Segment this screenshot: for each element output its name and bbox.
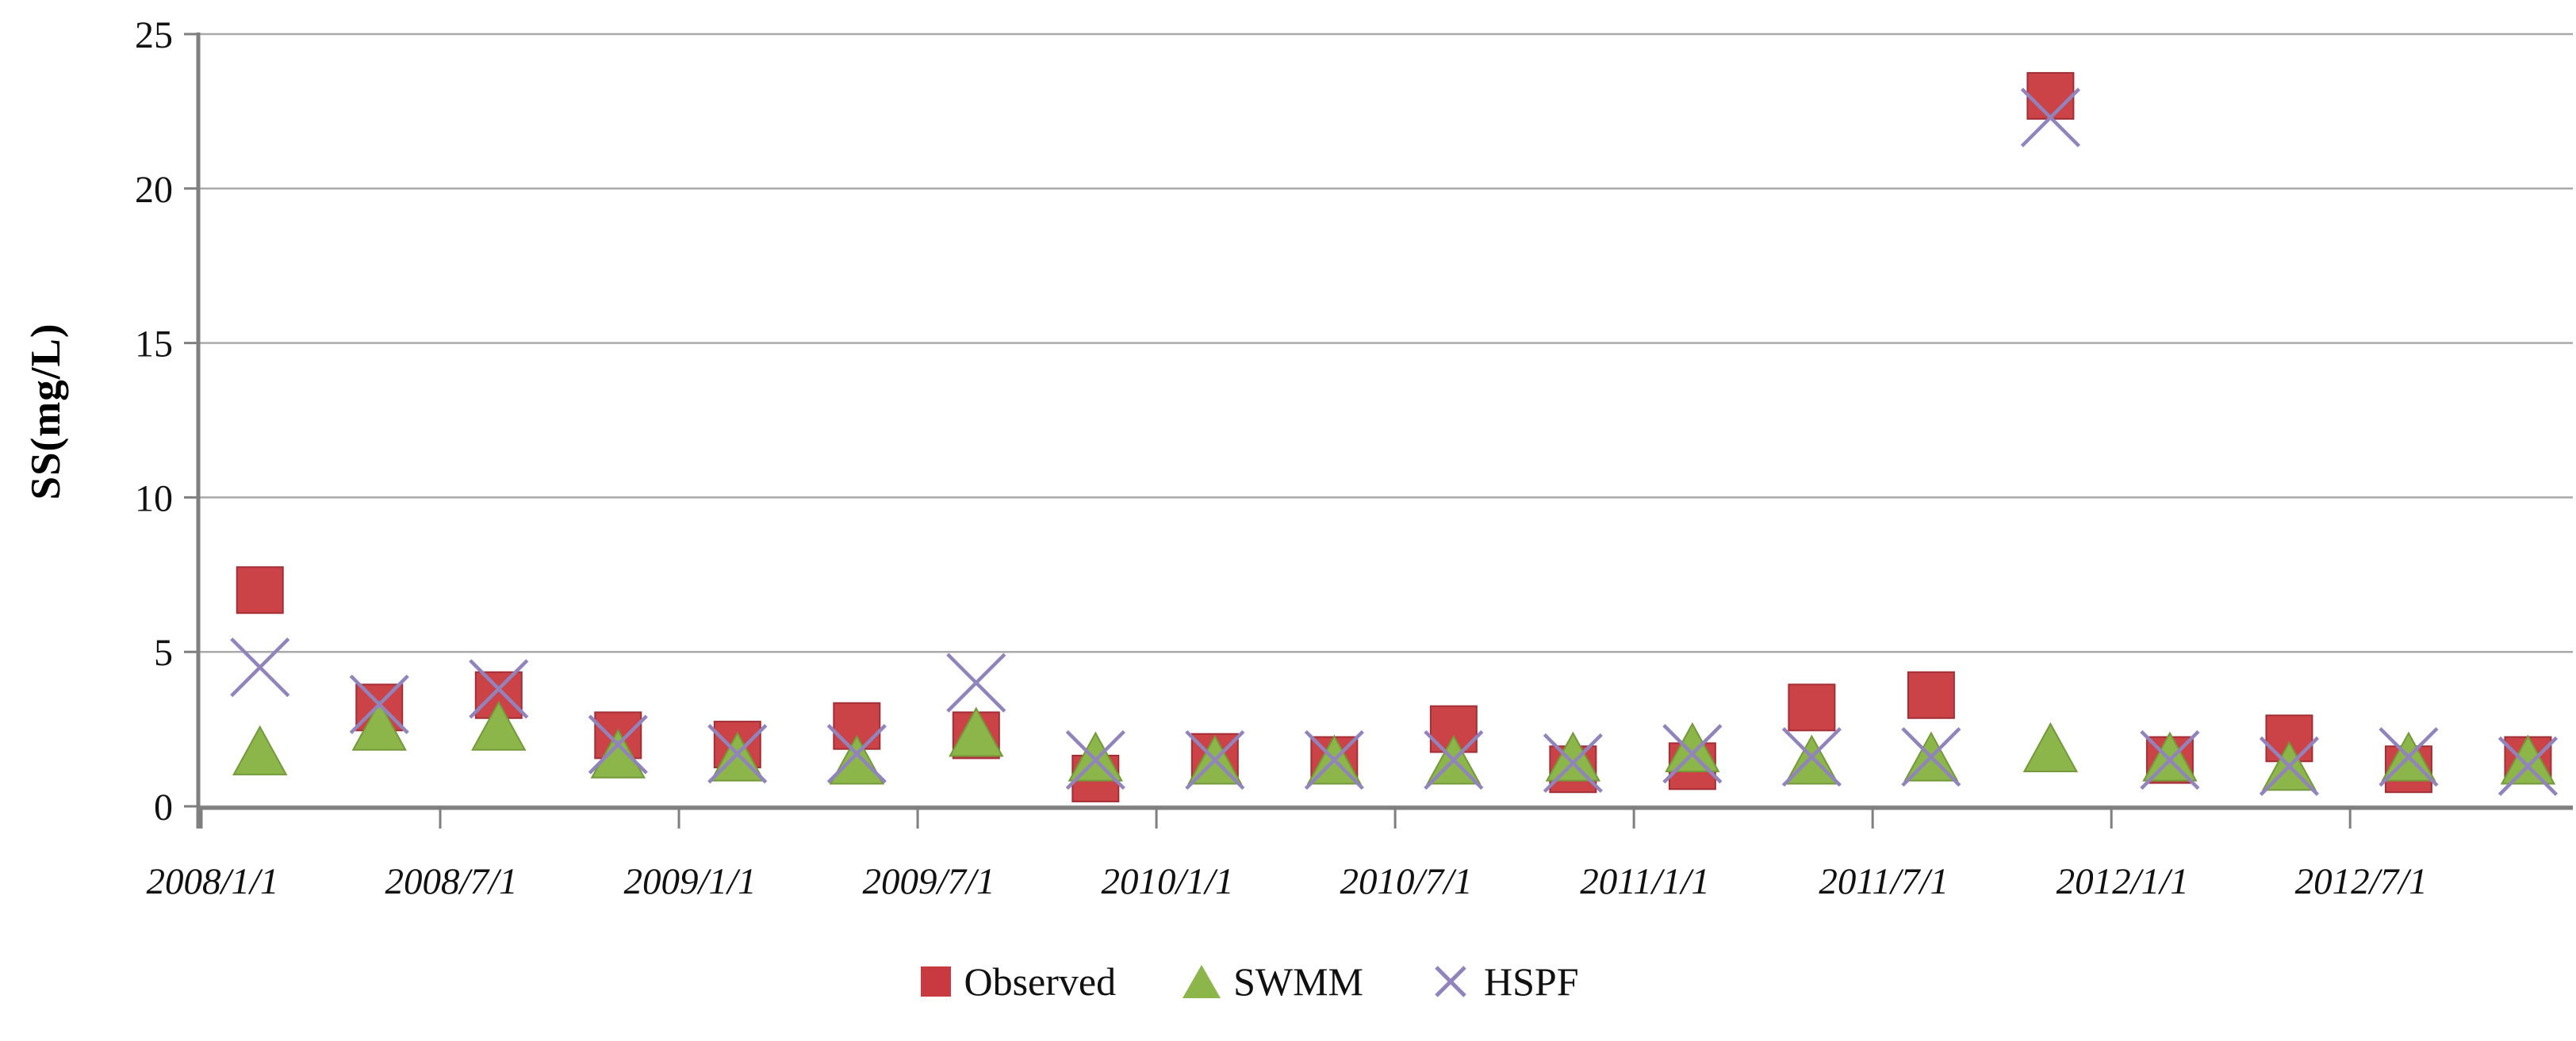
y-axis-title: SS(mg/L) [23,323,69,500]
hspf-point [2497,736,2559,796]
x-tick-label-2008/7/1: 2008/7/1 [385,861,517,902]
observed-point [236,566,284,614]
hspf-point [2379,727,2439,787]
hspf-point [1901,727,1961,787]
legend-item-observed: Observed [921,962,1116,1001]
x-tick-label-2011/7/1: 2011/7/1 [1819,861,1949,902]
y-tick-label-20: 20 [135,169,173,211]
observed-point [1907,671,1955,719]
swmm-point [1665,721,1720,772]
hspf-point [2140,729,2200,790]
x-tick-label-2011/1/1: 2011/1/1 [1580,861,1710,902]
observed-square-icon [921,966,952,997]
hspf-x-icon [1435,966,1466,997]
observed-point [1788,683,1836,732]
hspf-point [826,724,887,784]
observed-point [2026,71,2075,120]
y-tick-label-10: 10 [135,477,173,519]
x-tick-label-2009/7/1: 2009/7/1 [862,861,995,902]
legend: Observed SWMM HSPF [0,961,2538,1002]
legend-item-hspf: HSPF [1430,961,1579,1002]
hspf-point [2020,87,2080,147]
swmm-point [232,725,288,775]
legend-label-observed: Observed [964,959,1117,1004]
hspf-point [1185,729,1245,790]
swmm-point [2500,734,2556,785]
x-tick-label-2008/1/1: 2008/1/1 [146,861,278,902]
y-tick-label-5: 5 [154,632,173,674]
swmm-point [351,700,407,751]
x-tick-label-2009/1/1: 2009/1/1 [623,861,756,902]
hspf-point [230,637,290,698]
x-tick-label-2010/7/1: 2010/7/1 [1340,861,1473,902]
swmm-point [1545,731,1601,782]
swmm-point [949,706,1004,757]
legend-item-swmm: SWMM [1183,962,1363,1001]
hspf-point [588,714,648,775]
legend-label-hspf: HSPF [1484,959,1579,1004]
hspf-point [1662,724,1723,784]
swmm-point [471,700,527,751]
x-tick-label-2010/1/1: 2010/1/1 [1102,861,1234,902]
hspf-point [1065,729,1125,790]
swmm-point [590,728,646,779]
x-tick-label-2012/1/1: 2012/1/1 [2057,861,2189,902]
swmm-point [829,734,884,785]
swmm-triangle-icon [1183,965,1221,998]
hspf-point [1543,733,1603,794]
hspf-point [1424,729,1484,790]
hspf-point [2259,736,2320,796]
hspf-point [1304,729,1364,790]
x-tick-label-2012/7/1: 2012/7/1 [2295,861,2428,902]
hspf-point [469,659,529,719]
hspf-point [349,674,409,735]
hspf-point [946,653,1006,713]
y-tick-label-25: 25 [135,14,173,56]
swmm-point [1068,731,1124,782]
legend-label-swmm: SWMM [1233,959,1363,1004]
y-tick-label-15: 15 [135,323,173,365]
y-tick-label-0: 0 [154,786,173,829]
swmm-point [2142,731,2198,782]
swmm-point [2022,721,2079,772]
hspf-point [1781,727,1842,787]
hspf-point [707,724,768,784]
